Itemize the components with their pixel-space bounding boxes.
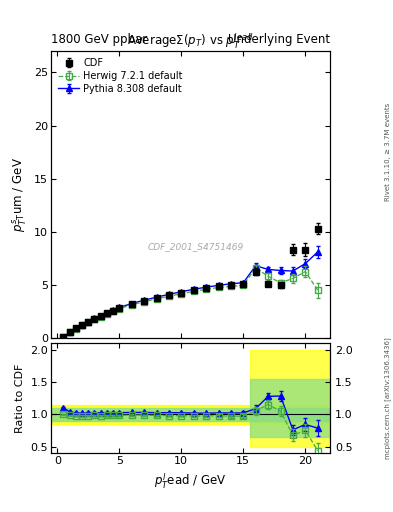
X-axis label: $p_T^l$ead / GeV: $p_T^l$ead / GeV bbox=[154, 472, 227, 491]
Y-axis label: $p_T^s$$_{\rm T}$um / GeV: $p_T^s$$_{\rm T}$um / GeV bbox=[11, 157, 29, 232]
Text: mcplots.cern.ch [arXiv:1306.3436]: mcplots.cern.ch [arXiv:1306.3436] bbox=[384, 337, 391, 459]
Text: Underlying Event: Underlying Event bbox=[228, 33, 330, 46]
Legend: CDF, Herwig 7.2.1 default, Pythia 8.308 default: CDF, Herwig 7.2.1 default, Pythia 8.308 … bbox=[56, 56, 185, 96]
Text: Rivet 3.1.10, ≥ 3.7M events: Rivet 3.1.10, ≥ 3.7M events bbox=[385, 102, 391, 201]
Text: 1800 GeV ppbar: 1800 GeV ppbar bbox=[51, 33, 147, 46]
Text: CDF_2001_S4751469: CDF_2001_S4751469 bbox=[148, 242, 244, 251]
Y-axis label: Ratio to CDF: Ratio to CDF bbox=[15, 364, 25, 433]
Title: Average$\Sigma(p_T)$ vs $p_T^{lead}$: Average$\Sigma(p_T)$ vs $p_T^{lead}$ bbox=[127, 32, 254, 51]
